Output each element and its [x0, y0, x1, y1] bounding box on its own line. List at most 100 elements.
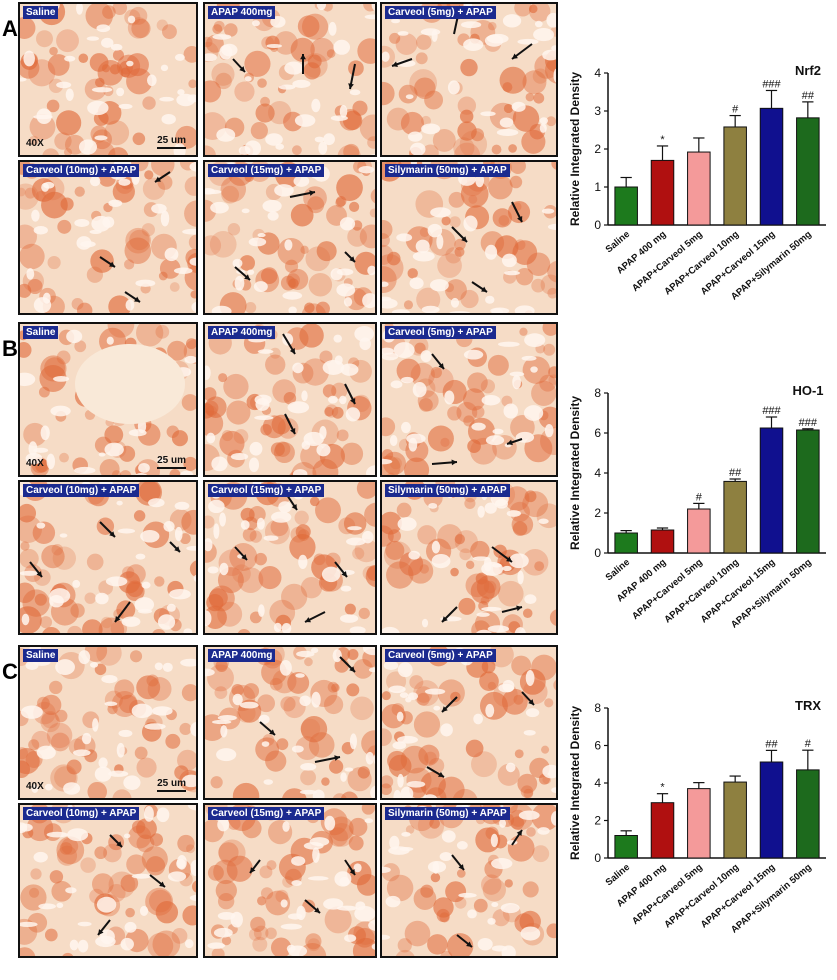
arrow-icon	[114, 601, 131, 623]
scale-bar-line	[157, 147, 186, 149]
arrow-icon	[456, 934, 473, 948]
micrograph-tile: Carveol (10mg) + APAP	[18, 160, 198, 315]
panel-letter: C	[2, 659, 18, 684]
tile-label: APAP 400mg	[208, 326, 276, 339]
tissue-texture	[205, 482, 375, 633]
arrow-icon	[289, 190, 316, 198]
bar	[796, 117, 820, 226]
scale-bar: 25 um	[157, 135, 186, 149]
arrow-icon	[344, 859, 356, 876]
bar	[723, 126, 747, 226]
significance-label: ###	[799, 417, 818, 429]
arrow-icon	[304, 899, 321, 914]
significance-label: ##	[765, 738, 778, 750]
arrow-icon	[391, 58, 413, 67]
arrow-icon	[97, 919, 111, 936]
bar-chart: TRX 0 2 4 6 8 Relative Integrated Density Salin…	[568, 698, 826, 936]
arrow-icon	[249, 859, 261, 874]
chart-title: Nrf2	[795, 63, 821, 78]
tissue-texture	[20, 4, 196, 155]
tissue-texture	[205, 4, 375, 155]
x-tick-label: Saline	[604, 229, 633, 255]
scale-bar-label: 25 um	[157, 778, 186, 789]
chart-title: TRX	[795, 698, 821, 713]
significance-label: *	[660, 134, 665, 146]
tile-label: Silymarin (50mg) + APAP	[385, 484, 510, 497]
micrograph-tile: Silymarin (50mg) + APAP	[380, 160, 558, 315]
arrow-icon	[232, 58, 246, 73]
micrograph-tile: Saline 40X 25 um	[18, 2, 198, 157]
tile-label: Carveol (10mg) + APAP	[23, 484, 140, 497]
arrow-icon	[344, 251, 356, 263]
tissue-texture	[382, 4, 556, 155]
y-tick-label: 2	[594, 814, 601, 828]
arrow-icon	[234, 546, 248, 561]
tissue-texture	[205, 324, 375, 475]
arrow-icon	[511, 201, 523, 223]
tissue-texture	[20, 805, 196, 956]
arrow-icon	[149, 874, 166, 888]
arrow-icon	[471, 281, 488, 293]
significance-label: #	[732, 104, 739, 116]
x-tick-label: Saline	[604, 557, 633, 583]
micrograph-tile: APAP 400mg	[203, 645, 377, 800]
tile-label: Carveol (10mg) + APAP	[23, 807, 140, 820]
micrograph-tile: Silymarin (50mg) + APAP	[380, 803, 558, 958]
bar	[796, 429, 820, 554]
micrograph-tile: Saline 40X 25 um	[18, 322, 198, 477]
scale-bar-label: 25 um	[157, 455, 186, 466]
scale-bar: 25 um	[157, 455, 186, 469]
micrograph-tile: Carveol (5mg) + APAP	[380, 322, 558, 477]
bar	[614, 835, 638, 859]
tissue-texture	[205, 647, 375, 798]
arrow-icon	[300, 54, 306, 74]
y-axis-label: Relative Integrated Density	[568, 706, 582, 860]
micrograph-tile: Carveol (10mg) + APAP	[18, 480, 198, 635]
arrow-icon	[284, 413, 296, 435]
tissue-texture	[205, 162, 375, 313]
bar	[723, 781, 747, 859]
y-tick-label: 0	[594, 218, 601, 232]
tissue-texture	[20, 324, 196, 475]
chart-title: HO-1	[792, 383, 823, 398]
arrow-icon	[511, 43, 533, 60]
y-tick-label: 4	[594, 776, 601, 790]
tile-label: Silymarin (50mg) + APAP	[385, 807, 510, 820]
micrograph-tile: Silymarin (50mg) + APAP	[380, 480, 558, 635]
arrow-icon	[344, 383, 356, 405]
arrow-icon	[348, 63, 356, 90]
tissue-texture	[205, 805, 375, 956]
significance-label: #	[696, 491, 703, 503]
tissue-texture	[20, 482, 196, 633]
y-tick-label: 1	[594, 180, 601, 194]
magnification-label: 40X	[26, 138, 44, 149]
micrograph-tile: Carveol (5mg) + APAP	[380, 2, 558, 157]
arrow-icon	[334, 561, 348, 578]
arrow-icon	[506, 438, 523, 446]
arrow-icon	[339, 656, 356, 673]
arrow-icon	[521, 691, 535, 706]
bar	[614, 186, 638, 226]
arrow-icon	[154, 171, 171, 183]
arrow-icon	[259, 721, 276, 736]
tile-label: Saline	[23, 649, 59, 662]
tissue-texture	[20, 162, 196, 313]
bar	[687, 788, 711, 859]
tile-label: APAP 400mg	[208, 6, 276, 19]
arrow-icon	[99, 256, 116, 268]
significance-label: *	[660, 782, 665, 794]
y-tick-label: 0	[594, 546, 601, 560]
y-tick-label: 2	[594, 506, 601, 520]
y-tick-label: 2	[594, 142, 601, 156]
tile-label: Carveol (15mg) + APAP	[208, 164, 325, 177]
y-tick-label: 8	[594, 386, 601, 400]
arrow-icon	[426, 766, 445, 778]
micrograph-tile: APAP 400mg	[203, 2, 377, 157]
bar	[759, 107, 784, 226]
y-axis-label: Relative Integrated Density	[568, 72, 582, 226]
bar	[687, 151, 711, 226]
significance-label: #	[805, 738, 812, 750]
arrow-icon	[99, 521, 116, 538]
tissue-texture	[20, 647, 196, 798]
y-tick-label: 6	[594, 426, 601, 440]
